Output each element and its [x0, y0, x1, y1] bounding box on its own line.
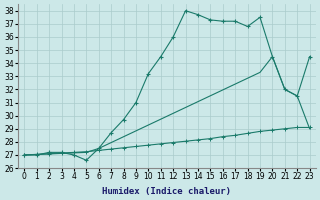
X-axis label: Humidex (Indice chaleur): Humidex (Indice chaleur): [102, 187, 231, 196]
